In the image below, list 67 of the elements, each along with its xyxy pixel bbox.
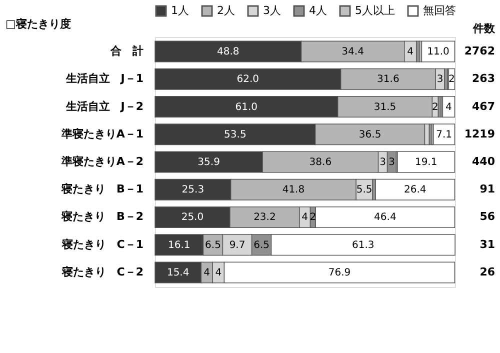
bar xyxy=(442,96,456,118)
text: 2762 xyxy=(464,44,495,58)
bar xyxy=(433,124,456,146)
data-label: 25.0 xyxy=(181,212,204,224)
data-label: 76.9 xyxy=(328,267,351,278)
data-label: 23.2 xyxy=(254,212,276,224)
data-label: 4 xyxy=(204,267,210,278)
text: 440 xyxy=(472,155,496,168)
text: 件数 xyxy=(472,22,496,35)
data-label: 25.3 xyxy=(182,184,204,196)
data-label: 62.0 xyxy=(236,74,260,86)
y-tick-label: 合 計 xyxy=(110,44,144,58)
text: 56 xyxy=(480,210,496,224)
text: 91 xyxy=(480,182,495,196)
legend-label: 無回答 xyxy=(423,4,456,17)
data-label: 6.5 xyxy=(254,240,270,251)
data-label: 5.5 xyxy=(356,184,372,196)
data-label: 34.4 xyxy=(342,46,364,58)
data-label: 19.1 xyxy=(414,157,438,168)
data-label: 2 xyxy=(310,212,316,224)
text: 263 xyxy=(472,72,495,86)
data-label: 48.8 xyxy=(216,46,240,58)
data-label: 35.9 xyxy=(198,157,220,168)
data-label: 4 xyxy=(302,212,308,224)
data-label: 3 xyxy=(388,157,395,168)
data-label: 61.0 xyxy=(235,102,258,113)
y-tick-label: 寝たきり C－1 xyxy=(60,238,144,251)
y-tick-label: 寝たきり B－1 xyxy=(60,182,144,196)
data-label: 11.0 xyxy=(427,46,450,58)
data-label: 46.4 xyxy=(374,212,396,224)
text: 31 xyxy=(480,238,495,251)
legend-label: 1人 xyxy=(171,4,189,17)
text: 26 xyxy=(480,265,496,278)
data-label: 3 xyxy=(436,74,444,86)
legend-label: 3人 xyxy=(263,4,281,17)
data-label: 7.1 xyxy=(436,129,452,140)
data-label: 4 xyxy=(446,102,452,113)
legend-label: 5人以上 xyxy=(355,4,395,17)
legend-label: 2人 xyxy=(217,4,235,17)
data-label: 6.5 xyxy=(205,240,221,251)
data-label: 41.8 xyxy=(282,184,305,196)
y-tick-label: 生活自立 J－1 xyxy=(64,72,144,86)
data-label: 4 xyxy=(407,46,414,58)
data-label: 2 xyxy=(448,74,455,86)
data-label: 26.4 xyxy=(404,184,426,196)
data-label: 61.3 xyxy=(352,240,374,251)
data-label: 31.6 xyxy=(377,74,400,86)
data-label: 2 xyxy=(432,102,438,113)
y-tick-label: 準寝たきりA－2 xyxy=(60,155,144,168)
data-label: 38.6 xyxy=(309,157,332,168)
data-label: 31.5 xyxy=(374,102,396,113)
data-label: 36.5 xyxy=(358,129,382,140)
data-label: 15.4 xyxy=(166,267,190,278)
y-tick-label: 準寝たきりA－1 xyxy=(60,127,144,140)
data-label: 9.7 xyxy=(229,240,246,251)
y-axis-title: □寝たきり度 xyxy=(6,18,71,30)
legend-label: 4人 xyxy=(309,4,327,17)
data-label: 3 xyxy=(380,157,386,168)
y-tick-label: 生活自立 J－2 xyxy=(64,100,144,113)
bar xyxy=(375,178,456,200)
y-tick-label: 寝たきり C－2 xyxy=(60,265,144,278)
data-label: 4 xyxy=(215,267,222,278)
text: 1219 xyxy=(464,127,495,140)
data-label: 53.5 xyxy=(224,129,246,140)
y-tick-label: 寝たきり B－2 xyxy=(60,210,144,224)
data-label: 16.1 xyxy=(168,240,190,251)
text: 467 xyxy=(472,100,495,113)
